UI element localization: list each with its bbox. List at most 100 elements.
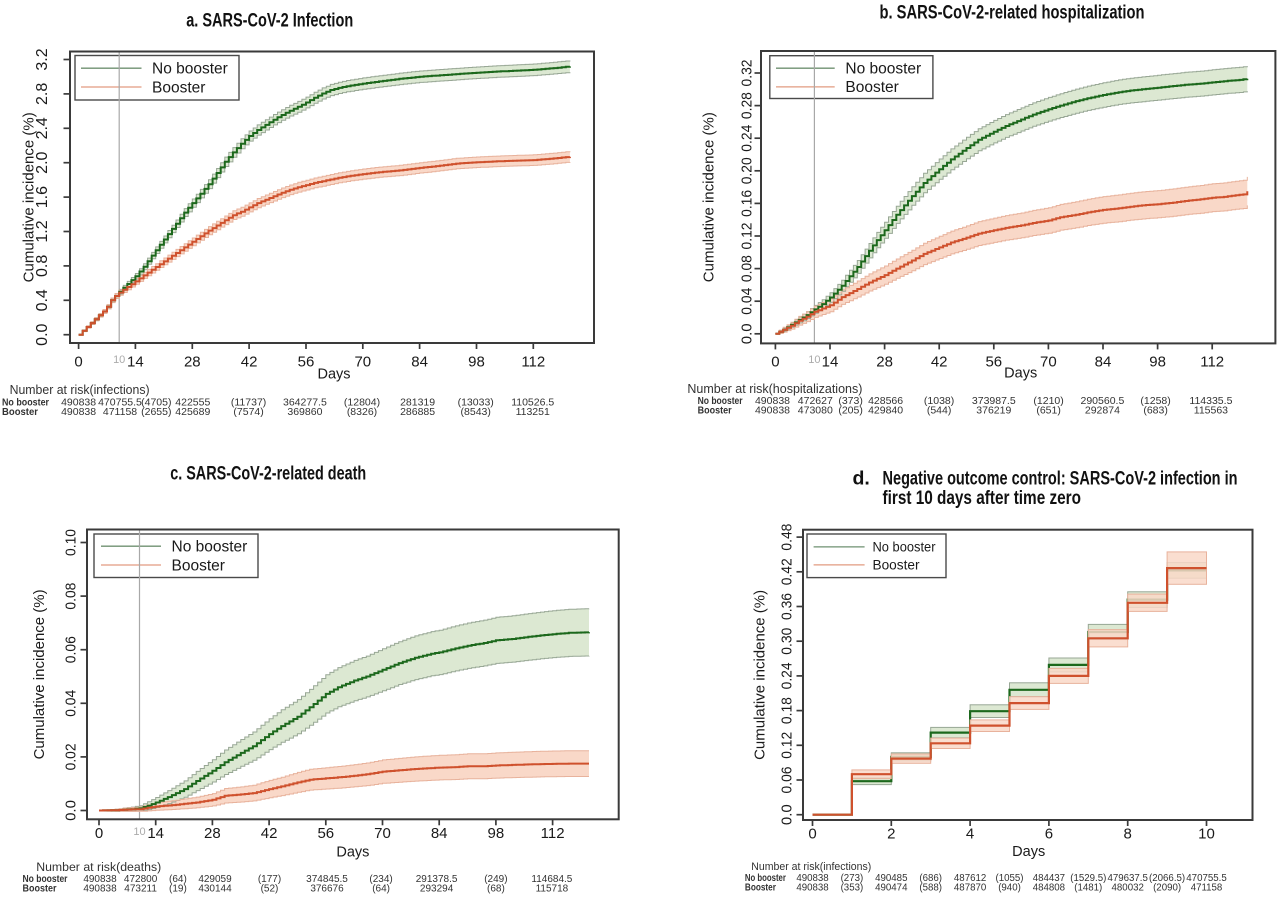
svg-text:422555: 422555 [175, 397, 210, 409]
svg-text:0.36: 0.36 [779, 593, 796, 620]
svg-text:(1055): (1055) [995, 873, 1023, 884]
svg-text:first 10 days after time zero: first 10 days after time zero [883, 487, 1082, 509]
svg-text:Days: Days [1012, 844, 1045, 860]
svg-text:428566: 428566 [868, 395, 903, 407]
svg-text:No booster: No booster [23, 874, 68, 885]
svg-text:10: 10 [808, 354, 820, 366]
svg-text:Days: Days [336, 845, 369, 861]
svg-text:2.8: 2.8 [34, 83, 51, 105]
svg-text:(12804): (12804) [344, 397, 380, 409]
svg-text:0.28: 0.28 [738, 92, 755, 119]
svg-text:Days: Days [317, 366, 350, 382]
svg-text:8: 8 [1124, 826, 1132, 843]
svg-text:0.48: 0.48 [779, 524, 796, 551]
svg-text:376676: 376676 [310, 884, 344, 895]
svg-text:Cumulative incidence (%): Cumulative incidence (%) [21, 112, 38, 282]
svg-text:0.0: 0.0 [34, 323, 51, 345]
svg-text:(353): (353) [841, 882, 864, 893]
svg-text:0.8: 0.8 [34, 255, 51, 277]
svg-text:70: 70 [1040, 354, 1057, 371]
svg-text:112: 112 [541, 825, 565, 842]
svg-text:0: 0 [771, 354, 779, 371]
svg-text:373987.5: 373987.5 [972, 395, 1016, 407]
svg-text:14: 14 [822, 354, 839, 371]
svg-text:1.6: 1.6 [34, 186, 51, 208]
svg-text:286885: 286885 [400, 406, 435, 418]
svg-text:2.4: 2.4 [34, 117, 51, 139]
svg-text:(205): (205) [838, 405, 863, 417]
svg-text:Days: Days [1004, 366, 1037, 382]
svg-text:(2090): (2090) [1153, 882, 1181, 893]
svg-text:No booster: No booster [698, 395, 743, 407]
svg-text:(64): (64) [372, 884, 390, 895]
svg-text:0.24: 0.24 [779, 662, 796, 689]
svg-text:484808: 484808 [1033, 882, 1065, 893]
svg-text:376219: 376219 [976, 405, 1011, 417]
svg-text:429059: 429059 [198, 874, 232, 885]
svg-text:490474: 490474 [875, 882, 908, 893]
svg-text:490838: 490838 [83, 874, 117, 885]
svg-text:(588): (588) [919, 882, 942, 893]
svg-text:(683): (683) [1143, 405, 1168, 417]
svg-text:Booster: Booster [2, 406, 38, 418]
svg-text:369860: 369860 [287, 406, 322, 418]
svg-text:(651): (651) [1036, 405, 1061, 417]
svg-text:0.32: 0.32 [738, 60, 755, 87]
svg-text:374845.5: 374845.5 [306, 874, 348, 885]
svg-text:(686): (686) [919, 873, 942, 884]
svg-text:56: 56 [985, 354, 1002, 371]
svg-text:364277.5: 364277.5 [283, 397, 327, 409]
svg-text:a. SARS-CoV-2 Infection: a. SARS-CoV-2 Infection [186, 10, 353, 32]
svg-text:98: 98 [468, 354, 485, 371]
svg-text:d.: d. [853, 468, 870, 490]
svg-text:10: 10 [133, 826, 145, 838]
svg-text:0.12: 0.12 [738, 223, 755, 250]
svg-text:0.0: 0.0 [779, 804, 796, 825]
svg-text:Negative outcome control: SARS: Negative outcome control: SARS-CoV-2 inf… [883, 468, 1238, 490]
svg-text:(19): (19) [169, 884, 187, 895]
svg-text:56: 56 [298, 354, 315, 371]
svg-text:290560.5: 290560.5 [1081, 395, 1125, 407]
svg-text:Cumulative incidence (%): Cumulative incidence (%) [751, 590, 768, 760]
svg-text:42: 42 [261, 825, 278, 842]
svg-text:(249): (249) [484, 874, 507, 885]
svg-text:No booster: No booster [745, 873, 786, 884]
svg-text:98: 98 [488, 825, 505, 842]
svg-text:0.08: 0.08 [738, 255, 755, 282]
svg-text:490838: 490838 [755, 395, 790, 407]
svg-text:(11737): (11737) [231, 397, 266, 409]
svg-text:Cumulative incidence (%): Cumulative incidence (%) [31, 589, 48, 759]
svg-text:473080: 473080 [798, 405, 833, 417]
svg-text:490838: 490838 [61, 406, 96, 418]
svg-text:471158: 471158 [1191, 882, 1223, 893]
svg-text:112: 112 [1200, 354, 1224, 371]
svg-text:(8326): (8326) [347, 406, 377, 418]
svg-text:42: 42 [241, 354, 258, 371]
svg-text:(1481): (1481) [1074, 882, 1102, 893]
svg-text:1.2: 1.2 [34, 220, 51, 242]
svg-text:471158: 471158 [103, 406, 137, 418]
svg-text:42: 42 [931, 354, 948, 371]
svg-text:0.02: 0.02 [62, 743, 79, 770]
svg-text:0.0: 0.0 [62, 800, 79, 821]
svg-text:429840: 429840 [868, 405, 903, 417]
svg-text:114335.5: 114335.5 [1189, 395, 1232, 407]
svg-text:28: 28 [876, 354, 893, 371]
svg-text:0.20: 0.20 [738, 157, 755, 184]
svg-text:281319: 281319 [400, 397, 435, 409]
svg-text:14: 14 [147, 825, 164, 842]
svg-text:28: 28 [204, 825, 221, 842]
svg-text:0: 0 [74, 354, 82, 371]
svg-text:470755.5: 470755.5 [98, 397, 142, 409]
svg-text:98: 98 [1149, 354, 1166, 371]
svg-text:(52): (52) [261, 884, 279, 895]
svg-text:115718: 115718 [536, 884, 569, 895]
svg-text:Number at risk(infections): Number at risk(infections) [751, 861, 871, 873]
svg-text:c. SARS-CoV-2-related death: c. SARS-CoV-2-related death [170, 463, 366, 485]
svg-text:0.06: 0.06 [779, 767, 796, 794]
svg-text:28: 28 [184, 354, 201, 371]
svg-text:0.42: 0.42 [779, 558, 796, 585]
svg-text:(273): (273) [841, 873, 864, 884]
svg-text:(13033): (13033) [458, 397, 494, 409]
svg-text:(234): (234) [369, 874, 392, 885]
